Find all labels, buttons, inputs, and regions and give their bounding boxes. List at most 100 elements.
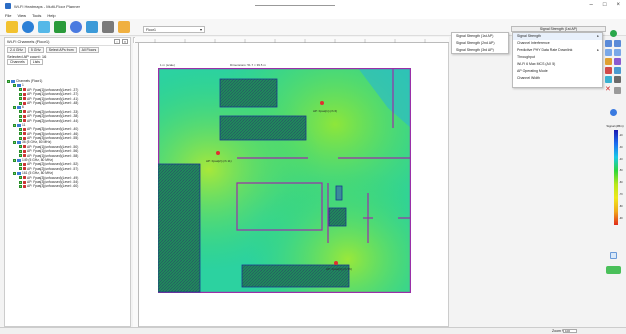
export-icon[interactable] — [118, 21, 130, 33]
tree-channel-group[interactable]: 161 (5 GHz, 80 MHz) — [7, 171, 129, 175]
minimize-icon[interactable]: – — [589, 2, 593, 8]
checkbox[interactable] — [19, 149, 22, 153]
search-icon[interactable] — [70, 21, 82, 33]
checkbox[interactable] — [13, 171, 16, 175]
tree-ap-item[interactable]: AP: Fpas[3](unfocused)(Level: -40) — [7, 127, 129, 131]
tree-ap-item[interactable]: AP: Fpas[3](unfocused)(Level: -55) — [7, 136, 129, 140]
delete-icon[interactable]: ✕ — [605, 86, 611, 93]
ap-marker[interactable] — [334, 261, 338, 265]
tree-ap-item[interactable]: AP: Fpas[3](unfocused)(Level: -60) — [7, 184, 129, 188]
ap-marker[interactable] — [216, 151, 220, 155]
signal-icon[interactable] — [38, 21, 50, 33]
close-icon[interactable]: × — [616, 2, 620, 8]
tree-root[interactable]: Channels (Floor1) — [7, 79, 129, 83]
tree-ap-item[interactable]: AP: Fpas[1](unfocused)(Level: -37) — [7, 88, 129, 92]
toggle-icon[interactable] — [606, 266, 621, 274]
tree-ap-item[interactable]: AP: Fpas[2](unfocused)(Level: -38) — [7, 114, 129, 118]
tree-ap-item[interactable]: AP: Fpas[2](unfocused)(Level: -57) — [7, 167, 129, 171]
tree-ap-item[interactable]: AP: Fpas[1](unfocused)(Level: -41) — [7, 97, 129, 101]
menu-view[interactable]: View — [17, 13, 27, 18]
tree-ap-item[interactable]: AP: Fpas[2](unfocused)(Level: -33) — [7, 110, 129, 114]
tree-ap-item[interactable]: AP: Fpas[1](unfocused)(Level: -50) — [7, 145, 129, 149]
menu-item-throughput[interactable]: Throughput — [517, 55, 535, 59]
fit-icon[interactable] — [605, 49, 612, 56]
checkbox[interactable] — [19, 180, 22, 184]
signal-heatmap[interactable]: AP: Fpas[1] (ch 6) AP: Fpas[2] (ch 11) A… — [158, 68, 411, 293]
menu-item-signal-strength[interactable]: Signal Strength ▸ — [513, 33, 602, 40]
checkbox[interactable] — [19, 97, 22, 101]
area-icon[interactable] — [605, 76, 612, 83]
checkbox[interactable] — [19, 167, 22, 171]
menu-item-channel-width[interactable]: Channel Width — [517, 76, 540, 80]
print-icon[interactable] — [102, 21, 114, 33]
grid-icon[interactable] — [54, 21, 66, 33]
measure-icon[interactable] — [614, 67, 621, 74]
tree-ap-item[interactable]: AP: Fpas[1](unfocused)(Level: -58) — [7, 154, 129, 158]
tree-channel-group[interactable]: 6 — [7, 105, 129, 109]
menu-item-wifi6-mcs[interactable]: Wi-Fi 6 Max MCS (AX 5) — [517, 62, 556, 66]
zoom-in-icon[interactable] — [605, 40, 612, 47]
tree-ap-item[interactable]: AP: Fpas[3](unfocused)(Level: -46) — [7, 132, 129, 136]
all-floors-button[interactable]: All Floors — [78, 47, 100, 53]
checkbox[interactable] — [19, 163, 22, 167]
checkbox[interactable] — [19, 101, 22, 105]
checkbox[interactable] — [19, 132, 22, 136]
move-icon[interactable] — [614, 76, 621, 83]
submenu-item[interactable]: Signal Strength (1st AP) — [456, 34, 494, 38]
tree-ap-item[interactable]: AP: Fpas[3](unfocused)(Level: -54) — [7, 180, 129, 184]
tree-ap-item[interactable]: AP: Fpas[1](unfocused)(Level: -37) — [7, 92, 129, 96]
checkbox[interactable] — [19, 119, 22, 123]
tree-ap-item[interactable]: AP: Fpas[1](unfocused)(Level: -56) — [7, 149, 129, 153]
ap-tool-icon[interactable] — [605, 67, 612, 74]
checkbox[interactable] — [7, 79, 10, 83]
checkbox[interactable] — [13, 84, 16, 88]
menu-help[interactable]: Help — [47, 13, 56, 18]
wifi-icon[interactable] — [610, 30, 617, 37]
tab-channels[interactable]: Channels — [7, 59, 28, 65]
maximize-icon[interactable]: □ — [602, 2, 607, 8]
zoom-input[interactable]: 100 — [563, 329, 577, 333]
checkbox[interactable] — [19, 185, 22, 188]
tree-channel-group[interactable]: 36 (5 GHz, 80 MHz) — [7, 140, 129, 144]
draw-icon[interactable] — [614, 58, 621, 65]
zoom-out-icon[interactable] — [614, 40, 621, 47]
settings-icon[interactable] — [610, 252, 617, 259]
menu-tools[interactable]: Tools — [32, 13, 42, 18]
checkbox[interactable] — [19, 127, 22, 131]
checkbox[interactable] — [19, 92, 22, 96]
tree-ap-item[interactable]: AP: Fpas[2](unfocused)(Level: -44) — [7, 119, 129, 123]
menu-file[interactable]: File — [5, 13, 12, 18]
checkbox[interactable] — [19, 176, 22, 180]
tree-channel-group[interactable]: 11 — [7, 123, 129, 127]
checkbox[interactable] — [19, 145, 22, 149]
paint-icon[interactable] — [86, 21, 98, 33]
tree-ap-item[interactable]: AP: Fpas[3](unfocused)(Level: -49) — [7, 176, 129, 180]
checkbox[interactable] — [19, 136, 22, 140]
checkbox[interactable] — [13, 158, 16, 162]
checkbox[interactable] — [13, 123, 16, 127]
tree-channel-group[interactable]: 149 (5 GHz, 80 MHz) — [7, 158, 129, 162]
tab-lists[interactable]: Lists — [29, 59, 43, 65]
submenu-item[interactable]: Signal Strength (2nd AP) — [456, 41, 495, 45]
menu-item-phy-data-rate[interactable]: Predictive PHY Data Rate Downlink ▸ — [513, 47, 602, 54]
visualization-selector[interactable]: Signal Strength (1st AP) — [511, 26, 606, 32]
band-24ghz-toggle[interactable]: 2.4 GHz — [7, 47, 26, 53]
undo-icon[interactable] — [614, 87, 621, 94]
tree-ap-item[interactable]: AP: Fpas[2](unfocused)(Level: -52) — [7, 162, 129, 166]
tree-channel-group[interactable]: 1 — [7, 83, 129, 87]
wall-tool-icon[interactable] — [605, 58, 612, 65]
menu-item-ap-operating-mode[interactable]: AP Operating Mode — [517, 69, 548, 73]
wifi-scan-icon[interactable] — [22, 21, 34, 33]
open-folder-icon[interactable] — [6, 21, 18, 33]
menu-item-channel-interference[interactable]: Channel Interference — [517, 41, 550, 45]
checkbox[interactable] — [13, 105, 16, 109]
ap-marker[interactable] — [320, 101, 324, 105]
checkbox[interactable] — [19, 114, 22, 118]
visualization-icon[interactable] — [610, 109, 617, 116]
tree-ap-item[interactable]: AP: Fpas[1](unfocused)(Level: -48) — [7, 101, 129, 105]
band-5ghz-toggle[interactable]: 5 GHz — [27, 47, 44, 53]
checkbox[interactable] — [19, 110, 22, 114]
pin-icon[interactable]: ▫ — [114, 39, 120, 44]
select-icon[interactable] — [614, 49, 621, 56]
submenu-item[interactable]: Signal Strength (3rd AP) — [456, 48, 494, 52]
